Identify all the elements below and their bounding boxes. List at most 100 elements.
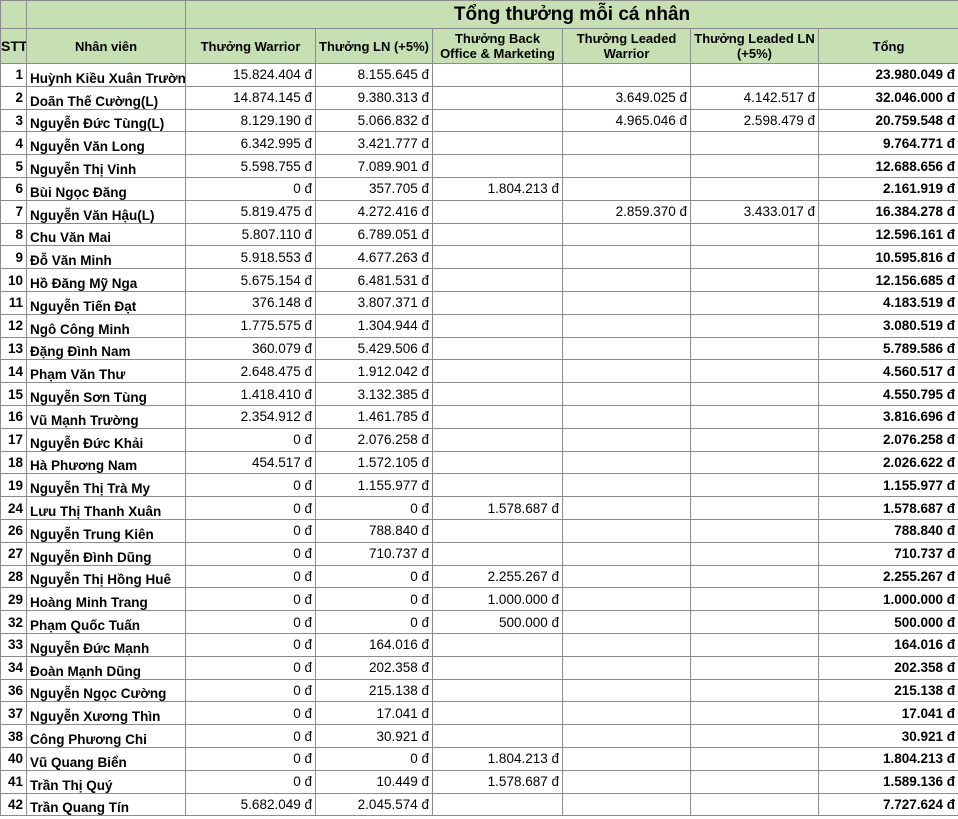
cell-leaded-ln[interactable]: 3.433.017 đ (690, 199, 819, 224)
cell-warrior[interactable]: 5.598.755 đ (185, 154, 316, 178)
cell-warrior[interactable]: 0 đ (185, 564, 316, 589)
cell-stt[interactable]: 18 (0, 450, 27, 475)
cell-back-office[interactable] (432, 678, 563, 703)
cell-ln[interactable]: 1.912.042 đ (315, 359, 433, 384)
cell-employee-name[interactable]: Đặng Đình Nam (26, 336, 186, 361)
cell-stt[interactable]: 36 (0, 678, 27, 703)
cell-total[interactable]: 2.026.622 đ (817, 450, 958, 475)
cell-employee-name[interactable]: Nguyễn Thị Vinh (26, 154, 186, 178)
cell-stt[interactable]: 10 (0, 268, 27, 292)
cell-warrior[interactable]: 1.775.575 đ (185, 313, 316, 338)
cell-warrior[interactable]: 376.148 đ (185, 290, 316, 315)
cell-back-office[interactable] (432, 336, 563, 361)
cell-leaded-warrior[interactable] (562, 131, 691, 156)
cell-stt[interactable]: 29 (0, 587, 27, 612)
cell-leaded-warrior[interactable]: 2.859.370 đ (562, 199, 691, 224)
cell-total[interactable]: 500.000 đ (817, 610, 958, 634)
cell-total[interactable]: 10.595.816 đ (817, 245, 958, 270)
cell-leaded-warrior[interactable] (562, 473, 691, 498)
cell-total[interactable]: 710.737 đ (817, 541, 958, 566)
cell-stt[interactable]: 38 (0, 724, 27, 748)
cell-stt[interactable]: 14 (0, 359, 27, 384)
cell-back-office[interactable] (432, 313, 563, 338)
cell-stt[interactable]: 7 (0, 199, 27, 224)
cell-ln[interactable]: 10.449 đ (315, 769, 433, 794)
cell-stt[interactable]: 2 (0, 85, 27, 110)
cell-leaded-warrior[interactable] (562, 404, 691, 429)
cell-stt[interactable]: 32 (0, 610, 27, 634)
cell-leaded-ln[interactable] (690, 222, 819, 247)
cell-employee-name[interactable]: Nguyễn Tiến Đạt (26, 290, 186, 315)
cell-stt[interactable]: 5 (0, 154, 27, 178)
cell-warrior[interactable]: 0 đ (185, 427, 316, 452)
cell-total[interactable]: 12.688.656 đ (817, 154, 958, 178)
cell-employee-name[interactable]: Nguyễn Ngọc Cường (26, 678, 186, 703)
cell-back-office[interactable]: 1.578.687 đ (432, 769, 563, 794)
cell-ln[interactable]: 4.272.416 đ (315, 199, 433, 224)
cell-leaded-ln[interactable] (690, 792, 819, 817)
cell-employee-name[interactable]: Nguyễn Đức Khải (26, 427, 186, 452)
cell-warrior[interactable]: 0 đ (185, 701, 316, 726)
cell-back-office[interactable]: 2.255.267 đ (432, 564, 563, 589)
cell-stt[interactable]: 37 (0, 701, 27, 726)
cell-leaded-warrior[interactable] (562, 632, 691, 657)
cell-back-office[interactable]: 1.804.213 đ (432, 746, 563, 771)
cell-employee-name[interactable]: Vũ Mạnh Trường (26, 404, 186, 429)
cell-leaded-ln[interactable] (690, 131, 819, 156)
column-header-stt[interactable]: STT (0, 28, 27, 64)
cell-total[interactable]: 20.759.548 đ (817, 108, 958, 133)
cell-back-office[interactable] (432, 382, 563, 406)
sheet-title[interactable]: Tổng thưởng mỗi cá nhân (184, 0, 958, 29)
cell-employee-name[interactable]: Phạm Văn Thư (26, 359, 186, 384)
cell-total[interactable]: 3.816.696 đ (817, 404, 958, 429)
cell-leaded-warrior[interactable] (562, 496, 691, 520)
cell-ln[interactable]: 3.421.777 đ (315, 131, 433, 156)
cell-back-office[interactable] (432, 450, 563, 475)
cell-back-office[interactable] (432, 632, 563, 657)
cell-back-office[interactable] (432, 268, 563, 292)
cell-employee-name[interactable]: Nguyễn Sơn Tùng (26, 382, 186, 406)
cell-employee-name[interactable]: Chu Văn Mai (26, 222, 186, 247)
cell-leaded-ln[interactable] (690, 336, 819, 361)
cell-ln[interactable]: 0 đ (315, 564, 433, 589)
cell-stt[interactable]: 15 (0, 382, 27, 406)
cell-employee-name[interactable]: Hà Phương Nam (26, 450, 186, 475)
cell-leaded-warrior[interactable]: 4.965.046 đ (562, 108, 691, 133)
cell-ln[interactable]: 5.066.832 đ (315, 108, 433, 133)
cell-warrior[interactable]: 0 đ (185, 724, 316, 748)
cell-leaded-warrior[interactable] (562, 724, 691, 748)
cell-ln[interactable]: 788.840 đ (315, 518, 433, 543)
cell-warrior[interactable]: 6.342.995 đ (185, 131, 316, 156)
cell-leaded-warrior[interactable] (562, 359, 691, 384)
cell-stt[interactable]: 11 (0, 290, 27, 315)
cell-ln[interactable]: 6.789.051 đ (315, 222, 433, 247)
cell-total[interactable]: 1.804.213 đ (817, 746, 958, 771)
cell-leaded-ln[interactable] (690, 678, 819, 703)
cell-leaded-warrior[interactable] (562, 382, 691, 406)
cell-ln[interactable]: 1.461.785 đ (315, 404, 433, 429)
cell-back-office[interactable]: 1.578.687 đ (432, 496, 563, 520)
cell-back-office[interactable] (432, 63, 563, 87)
cell-leaded-warrior[interactable] (562, 313, 691, 338)
cell-total[interactable]: 1.155.977 đ (817, 473, 958, 498)
cell-ln[interactable]: 30.921 đ (315, 724, 433, 748)
cell-leaded-ln[interactable] (690, 245, 819, 270)
cell-stt[interactable]: 16 (0, 404, 27, 429)
cell-leaded-warrior[interactable] (562, 518, 691, 543)
cell-ln[interactable]: 6.481.531 đ (315, 268, 433, 292)
cell-leaded-ln[interactable]: 2.598.479 đ (690, 108, 819, 133)
cell-leaded-ln[interactable] (690, 541, 819, 566)
cell-employee-name[interactable]: Hoàng Minh Trang (26, 587, 186, 612)
cell-total[interactable]: 23.980.049 đ (817, 63, 958, 87)
cell-stt[interactable]: 8 (0, 222, 27, 247)
cell-employee-name[interactable]: Nguyễn Xương Thìn (26, 701, 186, 726)
cell-warrior[interactable]: 2.354.912 đ (185, 404, 316, 429)
cell-warrior[interactable]: 454.517 đ (185, 450, 316, 475)
column-header-ln[interactable]: Thưởng LN (+5%) (315, 28, 433, 64)
cell-leaded-ln[interactable] (690, 63, 819, 87)
cell-leaded-warrior[interactable] (562, 450, 691, 475)
cell-ln[interactable]: 1.155.977 đ (315, 473, 433, 498)
cell-leaded-warrior[interactable] (562, 268, 691, 292)
cell-back-office[interactable] (432, 404, 563, 429)
cell-employee-name[interactable]: Đoàn Mạnh Dũng (26, 655, 186, 680)
